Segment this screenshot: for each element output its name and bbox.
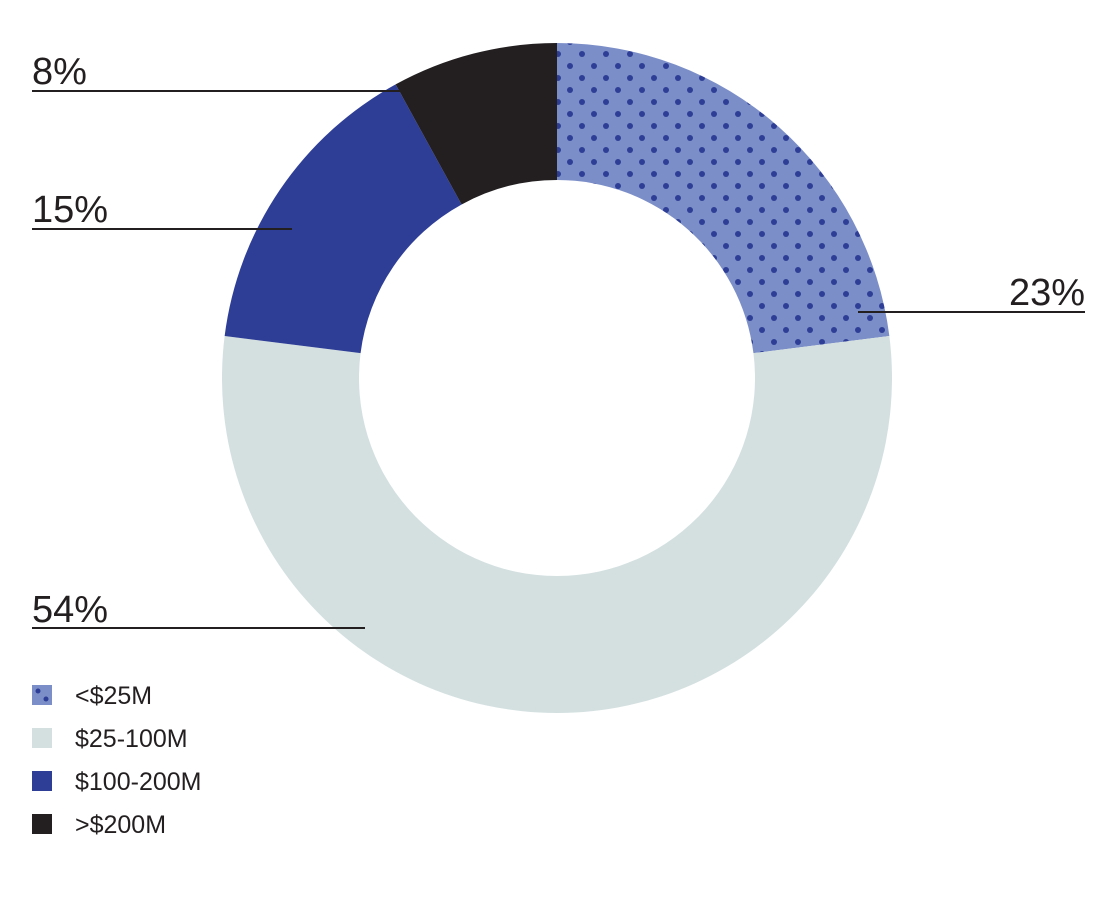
legend: <$25M $25-100M $100-200M >$200M <box>32 682 201 839</box>
data-label-100-200m: 15% <box>32 189 108 231</box>
legend-swatch-dot <box>43 696 49 702</box>
data-label-lt-25m: 23% <box>1009 272 1085 314</box>
slice-25-100m <box>221 336 892 714</box>
leader-lines <box>32 90 1085 629</box>
legend-swatch-gt-200m <box>32 814 52 834</box>
slice-gt-200m <box>395 43 557 205</box>
data-label-25-100m: 54% <box>32 589 108 631</box>
legend-label-gt-200m: >$200M <box>75 811 166 839</box>
slice-lt-25m <box>557 43 890 354</box>
data-label-gt-200m: 8% <box>32 51 87 93</box>
legend-swatch-lt-25m <box>32 685 52 705</box>
data-labels: 23% 54% 15% 8% <box>32 51 1085 631</box>
legend-swatch-25-100m <box>32 728 52 748</box>
donut-slices <box>221 43 892 714</box>
legend-swatch-dot <box>35 688 41 694</box>
slice-100-200m <box>224 84 462 354</box>
legend-label-25-100m: $25-100M <box>75 725 188 753</box>
legend-label-100-200m: $100-200M <box>75 768 201 796</box>
legend-label-lt-25m: <$25M <box>75 682 152 710</box>
legend-swatch-100-200m <box>32 771 52 791</box>
